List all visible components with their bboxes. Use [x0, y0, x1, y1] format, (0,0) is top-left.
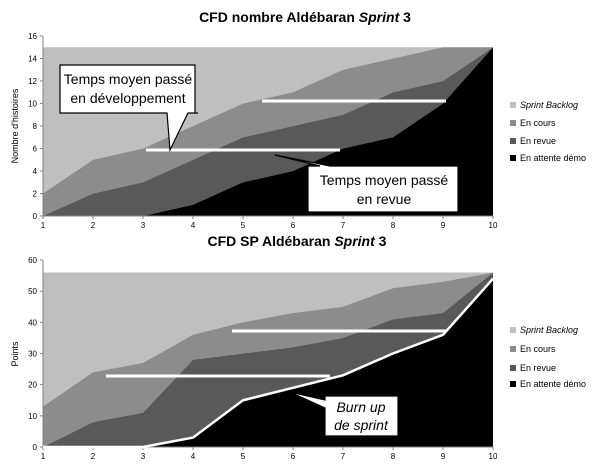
chart-1-callout-review-line2: en revue: [357, 191, 412, 207]
chart-2: CFD SP Aldébaran Sprint 3 Points 0 10 20 30…: [10, 233, 586, 461]
chart-2-ylabel: Points: [10, 341, 20, 367]
chart-2-callout-burnup-bubble: [289, 391, 399, 437]
y-tick-label: 4: [33, 167, 38, 176]
chart-2-burnup-line: [43, 277, 494, 449]
x-tick-label: 7: [341, 221, 346, 230]
x-tick-label: 8: [391, 452, 396, 461]
legend-label: En revue: [520, 136, 556, 146]
chart-1-callout-dev-bubble: [59, 64, 198, 153]
y-tick-label: 16: [28, 32, 37, 41]
x-tick-label: 4: [191, 452, 196, 461]
chart-2-title-main: CFD SP Aldébaran: [208, 233, 335, 249]
chart-1-callout-dev-line2: en développement: [70, 90, 185, 106]
chart-2-callout-burnup-line1: Burn up: [336, 399, 385, 415]
x-tick-label: 10: [489, 221, 498, 230]
x-tick-label: 2: [91, 452, 96, 461]
x-tick-label: 9: [441, 221, 446, 230]
legend-swatch: [510, 381, 516, 387]
legend-swatch: [510, 138, 516, 144]
area-en-revue: [43, 47, 493, 216]
y-tick-label: 10: [28, 412, 37, 421]
legend-swatch: [510, 120, 516, 126]
legend-label: Sprint Backlog: [520, 100, 578, 110]
chart-1-title-suffix: 3: [399, 9, 411, 25]
x-tick-label: 2: [91, 221, 96, 230]
legend-label: En cours: [520, 118, 556, 128]
y-tick-label: 0: [33, 212, 38, 221]
x-tick-label: 3: [141, 221, 146, 230]
y-tick-label: 30: [28, 350, 37, 359]
legend-swatch: [510, 365, 516, 371]
x-tick-label: 5: [241, 221, 246, 230]
chart-2-areas: [43, 272, 493, 447]
legend-label: En attente démo: [520, 153, 586, 163]
y-tick-label: 12: [28, 77, 37, 86]
x-tick-label: 8: [391, 221, 396, 230]
y-tick-label: 6: [33, 145, 38, 154]
chart-1-legend: Sprint Backlog En cours En revue En attente…: [510, 100, 586, 163]
y-tick-label: 8: [33, 122, 38, 131]
y-tick-label: 2: [33, 190, 38, 199]
chart-2-callout-burnup-line2: de sprint: [334, 417, 389, 433]
legend-label: En attente démo: [520, 379, 586, 389]
legend-swatch: [510, 102, 516, 108]
x-tick-label: 6: [291, 221, 296, 230]
legend-label: En revue: [520, 363, 556, 373]
chart-2-title: CFD SP Aldébaran Sprint 3: [208, 233, 387, 249]
x-tick-label: 7: [341, 452, 346, 461]
y-tick-label: 10: [28, 100, 37, 109]
chart-1-callout-review: Temps moyen passé en revue: [274, 154, 459, 213]
x-tick-label: 5: [241, 452, 246, 461]
x-tick-label: 9: [441, 452, 446, 461]
chart-1-title-italic: Sprint: [359, 9, 401, 25]
x-tick-label: 4: [191, 221, 196, 230]
legend-swatch: [510, 346, 516, 352]
x-tick-label: 1: [41, 452, 46, 461]
chart-1-ylabel: Nombre d'histoires: [10, 88, 20, 163]
x-tick-label: 3: [141, 452, 146, 461]
y-tick-label: 14: [28, 55, 37, 64]
chart-2-title-suffix: 3: [375, 233, 387, 249]
x-tick-label: 10: [489, 452, 498, 461]
chart-2-title-italic: Sprint: [334, 233, 376, 249]
chart-1-callout-review-bubble: [274, 154, 459, 213]
chart-2-callout-burnup: Burn up de sprint: [289, 391, 399, 437]
area-en-cours: [43, 47, 493, 216]
legend-label: Sprint Backlog: [520, 325, 578, 335]
chart-1-title: CFD nombre Aldébaran Sprint 3: [199, 9, 411, 25]
chart-1: CFD nombre Aldébaran Sprint 3 Nombre d'h…: [10, 9, 586, 230]
chart-1-callout-dev-line1: Temps moyen passé: [64, 71, 193, 87]
y-tick-label: 50: [28, 287, 37, 296]
y-tick-label: 40: [28, 318, 37, 327]
chart-1-title-main: CFD nombre Aldébaran: [199, 9, 359, 25]
chart-1-callout-dev: Temps moyen passé en développement: [59, 64, 198, 153]
y-tick-label: 20: [28, 381, 37, 390]
legend-swatch: [510, 155, 516, 161]
area-en-revue: [43, 272, 493, 447]
x-tick-label: 1: [41, 221, 46, 230]
y-tick-label: 0: [33, 443, 38, 452]
chart-1-callout-review-line1: Temps moyen passé: [320, 172, 449, 188]
area-en-cours: [43, 272, 493, 447]
y-tick-label: 60: [28, 256, 37, 265]
area-sprint-backlog: [43, 272, 493, 407]
x-tick-label: 6: [291, 452, 296, 461]
legend-label: En cours: [520, 344, 556, 354]
chart-2-legend: Sprint Backlog En cours En revue En attente…: [510, 325, 586, 389]
legend-swatch: [510, 327, 516, 333]
